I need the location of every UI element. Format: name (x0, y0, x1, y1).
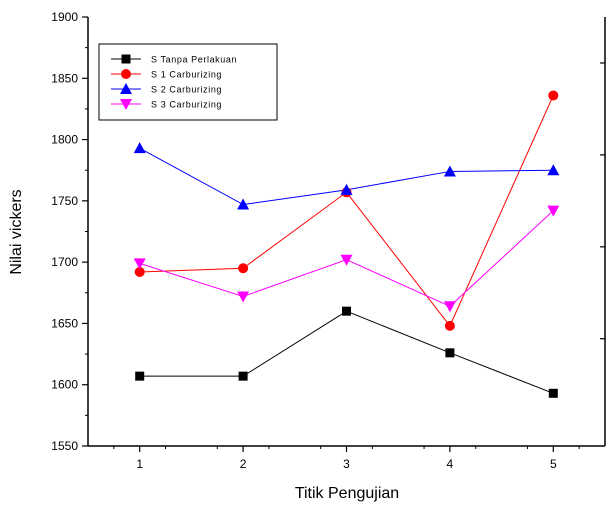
legend-label: S 2 Carburizing (151, 85, 222, 95)
data-point-s3 (547, 164, 560, 176)
y-tick-label: 1900 (51, 10, 78, 24)
data-point-s1 (135, 371, 145, 381)
series-markers (133, 90, 560, 398)
ticks: 1550 1600 1650 1700 1750 1800 1850 1900 1 2 3 4 5 (51, 10, 605, 471)
data-point-s2 (134, 266, 145, 277)
data-point-s2 (444, 320, 455, 331)
y-tick-label: 1850 (51, 71, 78, 85)
y-tick-label: 1750 (51, 194, 78, 208)
data-point-s1 (445, 348, 455, 358)
y-tick-label: 1600 (51, 378, 78, 392)
legend-label: S Tanpa Perlakuan (151, 55, 237, 65)
legend-marker (120, 99, 132, 110)
x-tick-label: 5 (550, 457, 557, 471)
series-line-2 (139, 95, 554, 327)
data-point-s2 (548, 90, 559, 101)
x-tick-label: 1 (136, 457, 143, 471)
legend-label: S 3 Carburizing (151, 100, 222, 110)
data-point-s3 (133, 142, 146, 154)
x-axis-label: Titik Pengujian (295, 485, 399, 502)
data-point-s3 (340, 183, 353, 195)
y-tick-label: 1650 (51, 316, 78, 330)
legend-marker (120, 83, 132, 94)
legend: S Tanpa Perlakuan S 1 Carburizing S 2 Carb… (98, 43, 278, 121)
data-point-s3 (237, 198, 250, 210)
y-axis-label: Nilai vickers (8, 189, 25, 274)
data-point-s3 (443, 165, 456, 177)
data-point-s4 (237, 291, 250, 303)
data-point-s4 (133, 258, 146, 270)
x-tick-label: 3 (343, 457, 350, 471)
data-point-s4 (340, 254, 353, 266)
legend-label: S 1 Carburizing (151, 70, 222, 80)
legend-marker (121, 69, 131, 79)
data-point-s1 (238, 371, 248, 381)
series-line-1 (139, 310, 554, 394)
x-tick-label: 4 (447, 457, 454, 471)
y-tick-label: 1550 (51, 439, 78, 453)
data-point-s1 (548, 388, 558, 398)
data-point-s4 (547, 205, 560, 217)
x-tick-label: 2 (240, 457, 247, 471)
data-point-s2 (238, 263, 249, 274)
legend-marker (121, 54, 131, 64)
y-tick-label: 1700 (51, 255, 78, 269)
data-point-s1 (342, 306, 351, 316)
data-point-s4 (443, 301, 456, 313)
series-lines (139, 95, 554, 394)
y-tick-label: 1800 (51, 133, 78, 147)
